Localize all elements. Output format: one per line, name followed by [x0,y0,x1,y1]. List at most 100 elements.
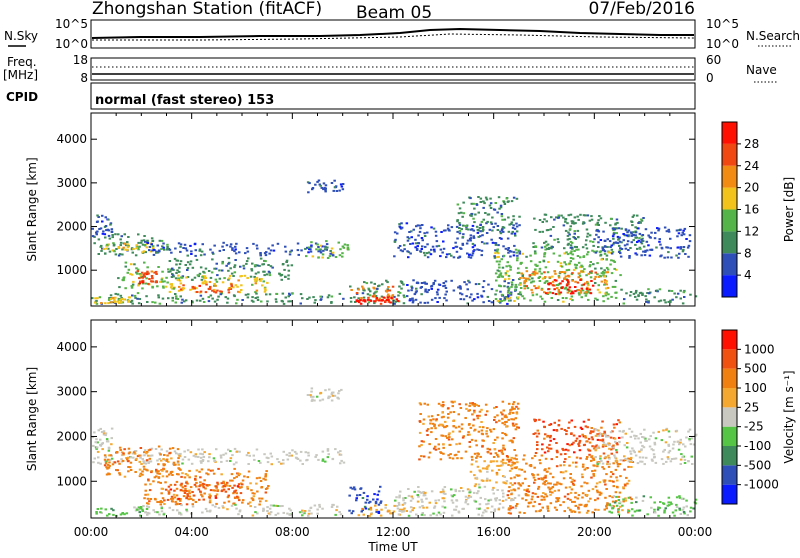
velocity-echo-cell [215,486,218,489]
power-echo-cell [419,301,422,304]
velocity-echo-cell [614,491,618,494]
velocity-echo-cell [282,511,285,514]
velocity-echo-cell [449,443,452,446]
power-echo-cell [476,296,480,299]
power-echo-cell [448,253,451,255]
velocity-echo-cell [208,499,212,502]
velocity-echo-cell [569,498,572,501]
velocity-echo-cell [208,456,211,459]
power-echo-cell [545,280,549,283]
power-echo-cell [494,243,498,246]
velocity-echo-cell [496,489,499,491]
power-echo-cell [406,284,409,286]
power-echo-cell [535,293,539,296]
power-echo-cell [135,267,138,270]
power-echo-cell [181,288,185,291]
power-echo-cell [524,277,527,280]
power-echo-cell [664,301,667,304]
power-echo-cell [646,292,649,294]
power-echo-cell [519,293,523,296]
power-echo-cell [686,246,690,249]
power-echo-cell [218,277,222,280]
power-echo-cell [581,289,585,292]
velocity-echo-cell [403,507,406,510]
velocity-echo-cell [678,441,682,444]
velocity-echo-cell [631,514,634,517]
velocity-echo-cell [316,512,319,515]
power-echo-cell [485,232,489,234]
power-echo-cell [278,272,281,275]
velocity-echo-cell [680,497,684,500]
power-echo-cell [239,265,242,268]
velocity-echo-cell [682,497,685,500]
velocity-colorbar-tick-label: -500 [744,458,771,472]
velocity-echo-cell [340,388,343,391]
power-echo-cell [417,242,421,245]
velocity-echo-cell [146,493,150,496]
velocity-echo-cell [184,473,188,475]
power-echo-cell [108,237,112,240]
power-echo-cell [506,270,509,273]
velocity-echo-cell [220,490,224,493]
velocity-echo-cell [93,457,96,460]
power-colorbar-swatch [722,187,737,210]
power-echo-cell [536,272,539,275]
velocity-echo-cell [556,451,559,454]
power-echo-cell [408,231,411,233]
power-echo-cell [141,279,145,282]
power-echo-cell [259,257,263,260]
power-echo-cell [642,250,645,253]
velocity-echo-cell [138,460,141,463]
power-echo-cell [427,251,431,254]
velocity-echo-cell [572,461,575,464]
power-echo-cell [166,248,169,250]
velocity-echo-cell [673,440,676,443]
power-echo-cell [612,237,615,240]
power-echo-cell [498,260,501,263]
power-echo-cell [135,271,138,274]
power-echo-cell [131,302,134,305]
power-echo-cell [678,228,682,231]
velocity-echo-cell [304,451,307,454]
velocity-echo-cell [183,456,187,458]
power-echo-cell [301,297,304,300]
velocity-echo-cell [214,495,217,498]
velocity-echo-cell [583,505,587,508]
velocity-echo-cell [577,507,580,510]
power-echo-cell [673,292,676,295]
power-echo-cell [331,254,335,257]
velocity-echo-cell [650,458,654,461]
velocity-echo-cell [361,497,365,499]
power-echo-cell [119,294,123,297]
power-echo-cell [444,293,447,296]
velocity-echo-cell [610,471,613,473]
velocity-echo-cell [594,434,598,437]
power-echo-cell [391,285,395,288]
power-echo-cell [430,285,433,288]
velocity-echo-cell [140,463,143,465]
velocity-echo-cell [291,449,294,452]
velocity-echo-cell [103,458,107,461]
velocity-echo-cell [493,508,497,511]
power-echo-cell [219,290,222,293]
velocity-echo-cell [594,456,597,458]
power-echo-cell [629,291,633,293]
velocity-echo-cell [149,483,152,486]
velocity-echo-cell [594,445,597,448]
velocity-echo-cell [423,402,426,405]
power-echo-cell [440,231,443,233]
velocity-echo-cell [480,421,483,423]
power-echo-cell [178,279,182,282]
velocity-echo-cell [368,514,371,517]
velocity-echo-cell [186,493,189,496]
velocity-echo-cell [678,507,681,510]
power-echo-cell [528,278,531,281]
power-echo-cell [512,254,516,257]
velocity-echo-cell [188,476,191,479]
power-echo-cell [580,284,584,287]
velocity-echo-cell [555,465,559,468]
power-echo-cell [268,271,271,274]
power-echo-cell [254,291,257,294]
velocity-echo-cell [562,501,565,504]
velocity-echo-cell [598,491,602,494]
